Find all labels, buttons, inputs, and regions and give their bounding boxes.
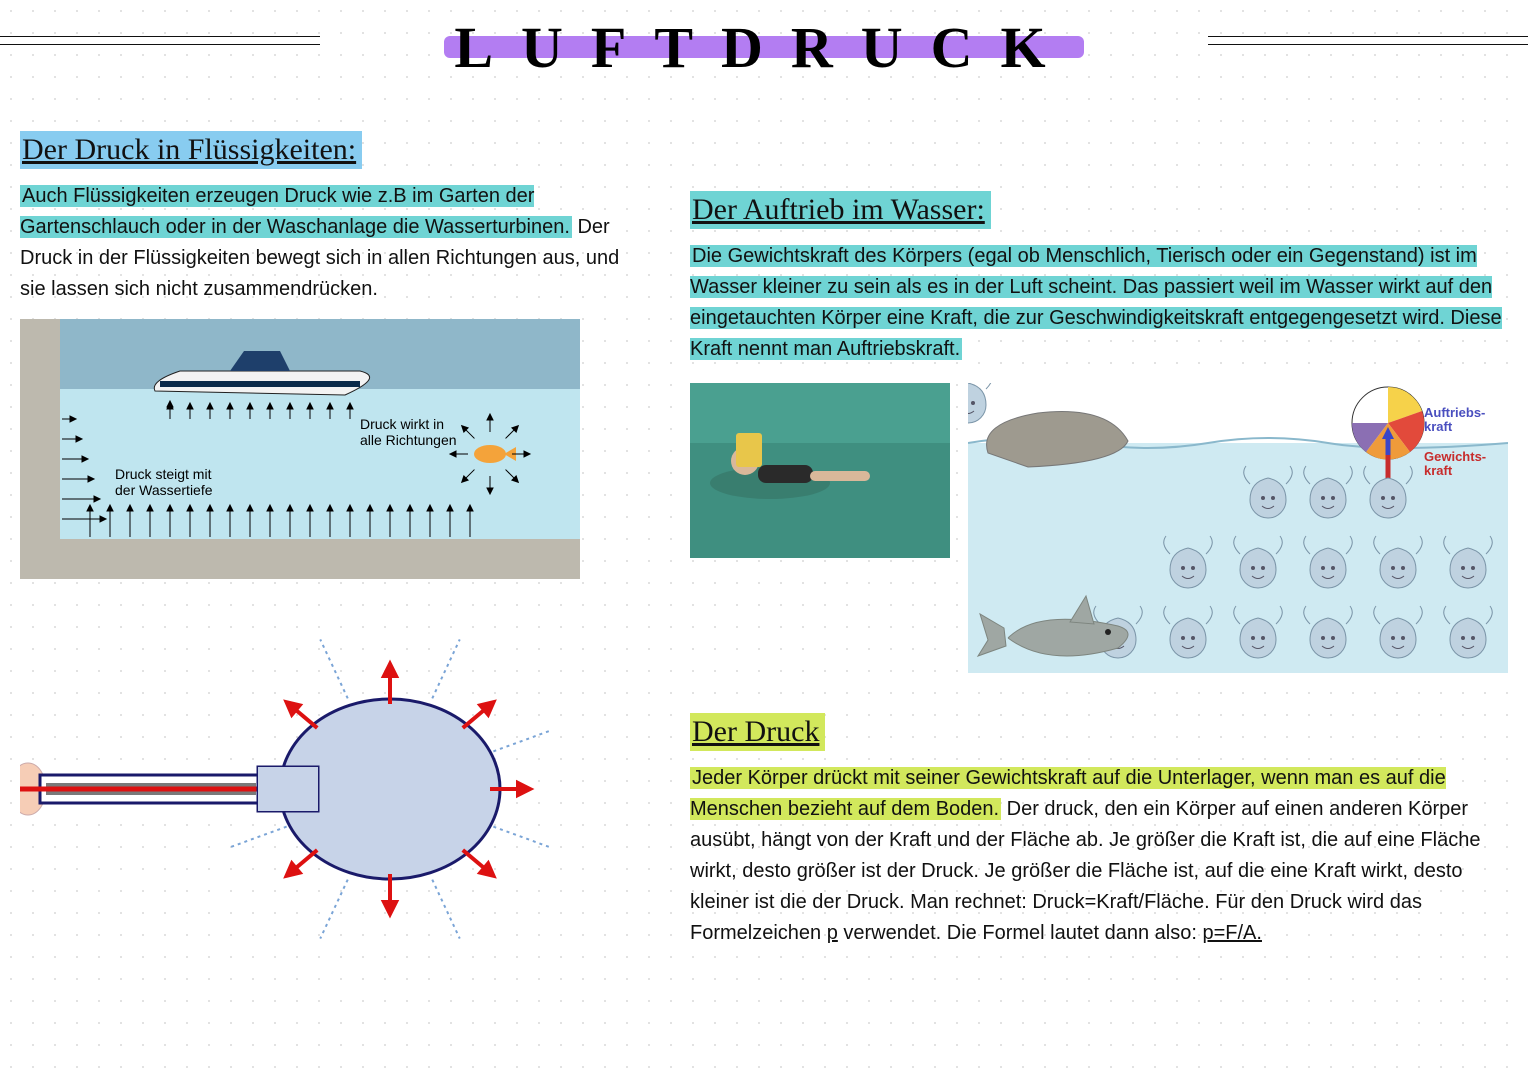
section-fluessigkeiten: Der Druck in Flüssigkeiten: Auch Flüssig… xyxy=(20,131,650,939)
header-rule xyxy=(0,36,320,37)
svg-text:kraft: kraft xyxy=(1424,463,1453,478)
highlighted-text: Die Gewichtskraft des Körpers (egal ob M… xyxy=(690,245,1502,360)
header-rule xyxy=(1208,44,1528,45)
header-rule xyxy=(0,44,320,45)
body-text: verwendet. Die Formel lautet dann also: xyxy=(838,922,1203,944)
section-heading: Der Auftrieb im Wasser: xyxy=(690,191,991,229)
figure-syringe xyxy=(20,639,580,939)
section-druck: Der Druck Jeder Körper drückt mit seiner… xyxy=(690,713,1508,949)
figure-buoyancy: Auftriebs- kraft Gewichts- kraft xyxy=(968,383,1508,673)
figure-label-alldir: Druck wirkt in xyxy=(360,416,444,432)
formula: p=F/A. xyxy=(1202,922,1261,944)
section-auftrieb: Der Auftrieb im Wasser: Die Gewichtskraf… xyxy=(690,191,1508,673)
figure-label-depth: Druck steigt mit xyxy=(115,466,212,482)
section-heading: Der Druck xyxy=(690,713,825,751)
svg-text:Gewichts-: Gewichts- xyxy=(1424,449,1486,464)
figure-boat-pressure: Druck steigt mit der Wassertiefe Druck w… xyxy=(20,319,580,579)
section-heading: Der Druck in Flüssigkeiten: xyxy=(20,131,362,169)
formula-symbol: p xyxy=(827,922,838,944)
svg-text:kraft: kraft xyxy=(1424,419,1453,434)
section-body: Die Gewichtskraft des Körpers (egal ob M… xyxy=(690,241,1508,365)
section-body: Auch Flüssigkeiten erzeugen Druck wie z.… xyxy=(20,181,650,305)
svg-text:der Wassertiefe: der Wassertiefe xyxy=(115,482,213,498)
header-rule xyxy=(1208,36,1528,37)
highlighted-text: Auch Flüssigkeiten erzeugen Druck wie z.… xyxy=(20,185,572,238)
page-header: LUFTDRUCK xyxy=(0,0,1528,81)
page-title: LUFTDRUCK xyxy=(454,15,1073,80)
section-body: Jeder Körper drückt mit seiner Gewichtsk… xyxy=(690,763,1508,949)
svg-text:alle Richtungen: alle Richtungen xyxy=(360,432,457,448)
svg-text:Auftriebs-: Auftriebs- xyxy=(1424,405,1485,420)
figure-floating-photo xyxy=(690,383,950,558)
